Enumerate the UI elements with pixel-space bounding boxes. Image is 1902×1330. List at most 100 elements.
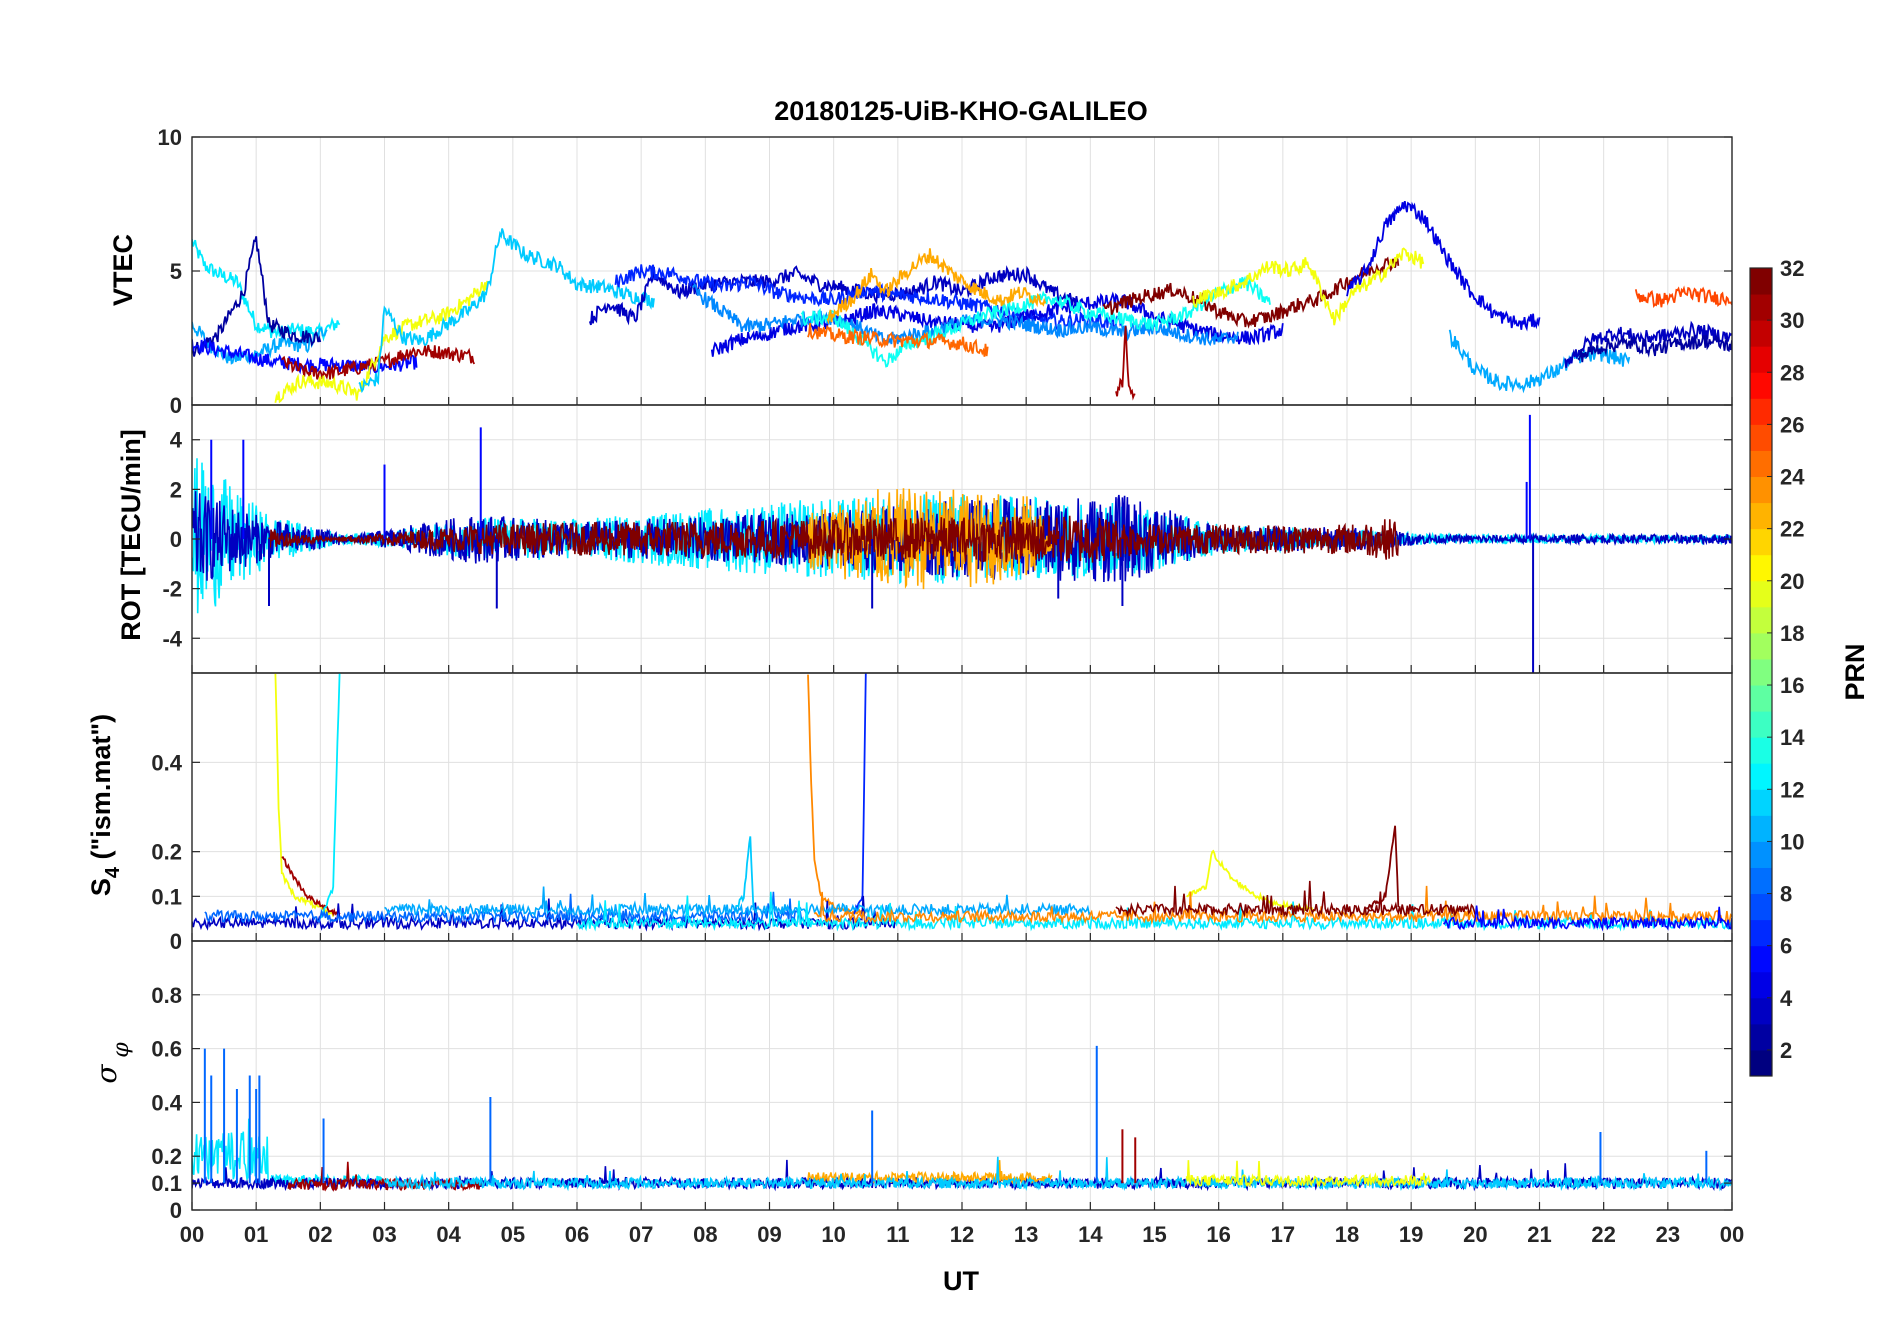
vtec-series-prn-3 (1564, 320, 1732, 368)
colorbar-segment (1750, 841, 1772, 868)
s4-ylabel: S4 ("ism.mat") (86, 714, 124, 896)
x-tick-label: 00 (1720, 1222, 1744, 1247)
y-tick-label: 0.4 (151, 750, 182, 775)
colorbar-tick-label: 22 (1780, 517, 1804, 542)
s4-baseline-prn-10 (384, 886, 1091, 919)
colorbar-segment (1750, 346, 1772, 373)
colorbar-tick-label: 6 (1780, 934, 1792, 959)
vtec-series-prn-26 (1634, 285, 1732, 308)
s4-baseline-prn-3 (192, 895, 899, 932)
x-tick-label: 23 (1656, 1222, 1680, 1247)
y-tick-label: 0.1 (151, 1171, 182, 1196)
sigma_phi-series (192, 1045, 1732, 1192)
s4-ylabel-rest: ("ism.mat") (86, 714, 116, 867)
colorbar-segment (1750, 685, 1772, 712)
colorbar-segment (1750, 424, 1772, 451)
s4-series-prn-12 (319, 673, 341, 919)
x-tick-label: 18 (1335, 1222, 1359, 1247)
vtec-series-prn-13 (800, 276, 1271, 368)
phi-symbol: φ (109, 1042, 134, 1058)
x-tick-label: 03 (372, 1222, 396, 1247)
colorbar-segment (1750, 945, 1772, 973)
x-tick-label: 14 (1078, 1222, 1103, 1247)
vtec-ylabel: VTEC (108, 234, 138, 306)
x-tick-label: 02 (308, 1222, 332, 1247)
x-tick-label: 22 (1591, 1222, 1615, 1247)
colorbar-tick-label: 18 (1780, 621, 1804, 646)
x-tick-label: 21 (1527, 1222, 1551, 1247)
colorbar-segment (1750, 632, 1772, 660)
colorbar-segment (1750, 919, 1772, 947)
y-tick-label: -4 (162, 626, 182, 651)
x-tick-label: 20 (1463, 1222, 1487, 1247)
y-tick-label: 4 (170, 428, 183, 453)
vtec-series-prn-31 (281, 344, 476, 380)
y-tick-label: 0.8 (151, 983, 182, 1008)
colorbar-segment (1750, 971, 1772, 999)
colorbar-tick-label: 16 (1780, 673, 1804, 698)
sigma_phi-grid (191, 941, 1733, 1211)
x-tick-label: 08 (693, 1222, 717, 1247)
y-tick-label: 0.2 (151, 1144, 182, 1169)
x-tick-label: 04 (436, 1222, 461, 1247)
colorbar-tick-label: 24 (1780, 465, 1805, 490)
x-tick-label: 01 (244, 1222, 268, 1247)
sigma-series-prn-20 (1185, 1160, 1432, 1189)
vtec-series-prn-20 (1192, 247, 1425, 326)
s4-ylabel-s: S (86, 878, 116, 896)
colorbar-segment (1750, 737, 1772, 764)
y-tick-label: 0 (170, 527, 182, 552)
sigma-series-prn-11 (383, 1156, 1732, 1192)
x-tick-label: 15 (1142, 1222, 1166, 1247)
s4-series (192, 673, 1732, 932)
x-tick-label: 07 (629, 1222, 653, 1247)
colorbar-tick-label: 4 (1780, 986, 1793, 1011)
colorbar-label: PRN (1840, 643, 1870, 700)
colorbar-segment (1750, 268, 1772, 295)
y-tick-label: 0 (170, 929, 182, 954)
x-axis-label: UT (943, 1266, 979, 1296)
vtec-panel: 0 5 10 (158, 125, 1733, 418)
x-tick-label: 09 (757, 1222, 781, 1247)
vtec-series-prn-4 (1346, 200, 1541, 332)
colorbar-tick-label: 14 (1780, 725, 1805, 750)
sigma_phi-panel: 00.10.2 0.4 0.6 0.8 (151, 940, 1733, 1223)
colorbar-segment (1750, 867, 1772, 895)
x-tick-label: 12 (950, 1222, 974, 1247)
colorbar-segment (1750, 320, 1772, 347)
x-tick-label: 06 (565, 1222, 589, 1247)
colorbar-segment (1750, 893, 1772, 921)
colorbar-tick-label: 12 (1780, 777, 1804, 802)
colorbar-segment (1750, 997, 1772, 1025)
y-tick-label: 0.2 (151, 840, 182, 865)
colorbar-segment (1750, 398, 1772, 425)
colorbar-segment (1750, 294, 1772, 321)
colorbar-tick-label: 28 (1780, 360, 1804, 385)
colorbar-tick-label: 30 (1780, 308, 1804, 333)
colorbar-segment (1750, 711, 1772, 738)
colorbar-tick-label: 20 (1780, 569, 1804, 594)
colorbar-segment (1750, 1023, 1772, 1051)
sigma-phi-ylabel: σ φ (90, 1042, 134, 1084)
vtec-series-prn-23 (826, 248, 1047, 325)
y-tick-label: 10 (158, 125, 182, 150)
colorbar-segment (1750, 763, 1772, 790)
vtec-series-prn-31 (1115, 325, 1136, 401)
vtec-series-prn-2 (1577, 332, 1732, 363)
colorbar-tick-label: 10 (1780, 829, 1804, 854)
chart-title: 20180125-UiB-KHO-GALILEO (774, 96, 1148, 126)
colorbar-tick-label: 2 (1780, 1038, 1792, 1063)
x-tick-label: 17 (1271, 1222, 1295, 1247)
s4-ylabel-sub: 4 (102, 866, 124, 878)
sigma-symbol: σ (90, 1064, 123, 1084)
rot-ylabel: ROT [TECU/min] (116, 429, 146, 640)
vtec-series-prn-25 (807, 323, 989, 357)
rot-panel: -4 -2 0 2 4 (162, 404, 1733, 674)
colorbar-tick-label: 8 (1780, 882, 1792, 907)
s4-series-prn-31 (281, 855, 341, 918)
colorbar-segment (1750, 528, 1772, 556)
